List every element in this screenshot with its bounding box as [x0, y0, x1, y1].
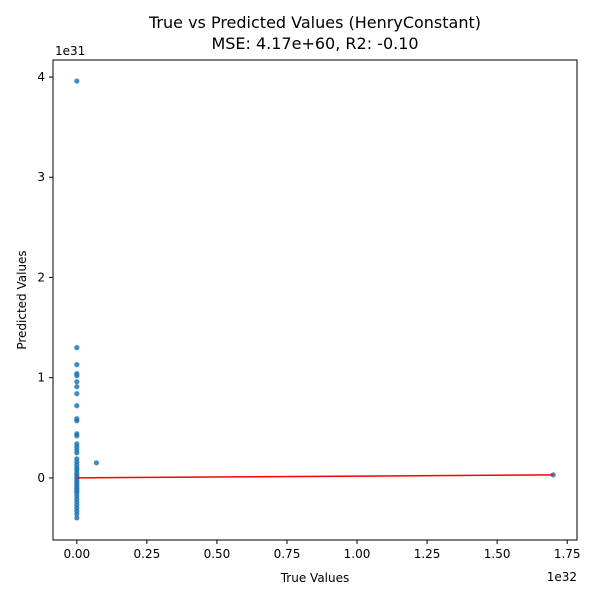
- x-tick-label: 1.00: [344, 547, 371, 561]
- chart-subtitle: MSE: 4.17e+60, R2: -0.10: [211, 34, 418, 53]
- x-tick-label: 1.25: [414, 547, 441, 561]
- plot-area: 0.00 0.25 0.50 0.75 1.00 1.25 1.50 1.75 0 1 2 3 4: [37, 59, 581, 561]
- y-tick-label: 1: [37, 371, 45, 385]
- x-exponent-label: 1e32: [547, 570, 577, 584]
- data-point: [74, 403, 80, 409]
- y-exponent-label: 1e31: [55, 44, 85, 58]
- data-point: [74, 515, 80, 521]
- data-point: [550, 472, 556, 478]
- x-tick-label: 1.75: [554, 547, 581, 561]
- y-tick-label: 0: [37, 471, 45, 485]
- data-point: [74, 450, 80, 456]
- data-point: [74, 418, 80, 424]
- x-tick-label: 0.00: [63, 547, 90, 561]
- y-axis-label: Predicted Values: [15, 250, 29, 349]
- data-point: [74, 433, 80, 439]
- x-tick-label: 0.75: [274, 547, 301, 561]
- x-axis-label: True Values: [280, 571, 350, 585]
- data-point: [74, 379, 80, 385]
- data-point: [74, 384, 80, 390]
- y-tick-label: 4: [37, 70, 45, 84]
- data-point: [74, 362, 80, 368]
- x-tick-label: 0.25: [134, 547, 161, 561]
- y-tick-label: 3: [37, 170, 45, 184]
- x-tick-label: 0.50: [204, 547, 231, 561]
- data-point: [74, 391, 80, 397]
- fit-line: [76, 474, 554, 479]
- x-tick-label: 1.50: [484, 547, 511, 561]
- data-point: [74, 373, 80, 379]
- data-point: [74, 511, 80, 517]
- plot-frame: [52, 59, 578, 541]
- data-point: [93, 460, 100, 466]
- y-tick-label: 2: [37, 270, 45, 284]
- data-point: [74, 344, 80, 351]
- chart-title: True vs Predicted Values (HenryConstant): [148, 13, 481, 32]
- data-point: [74, 78, 80, 84]
